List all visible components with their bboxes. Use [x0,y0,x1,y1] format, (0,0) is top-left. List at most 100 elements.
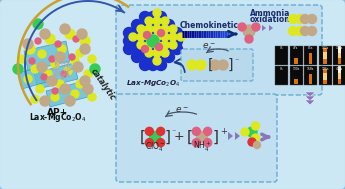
Circle shape [84,70,92,78]
Bar [337,46,342,64]
Polygon shape [24,41,70,71]
Circle shape [35,38,41,44]
Polygon shape [305,100,315,105]
Text: ]: ] [213,129,219,145]
Circle shape [33,19,43,29]
Circle shape [73,36,79,42]
Circle shape [156,60,167,70]
Circle shape [65,96,75,106]
Polygon shape [235,132,240,140]
Circle shape [83,84,93,94]
Circle shape [153,9,161,17]
Circle shape [164,43,175,54]
Circle shape [247,127,257,137]
Text: Lax-MgCo$_2$O$_4$: Lax-MgCo$_2$O$_4$ [29,111,87,124]
Circle shape [31,65,39,73]
Text: 85s: 85s [308,46,313,50]
Circle shape [40,29,50,39]
Text: 158s: 158s [307,67,314,70]
Circle shape [149,132,160,143]
Circle shape [139,51,150,63]
Polygon shape [46,81,88,107]
Text: 196s: 196s [321,67,329,70]
Circle shape [71,57,79,65]
FancyBboxPatch shape [116,94,277,182]
Circle shape [45,34,55,44]
Circle shape [307,15,316,23]
Circle shape [148,60,158,70]
Circle shape [153,25,161,33]
Text: ClO$_4^-$: ClO$_4^-$ [145,140,165,154]
Bar [338,66,341,73]
Circle shape [156,51,167,63]
Circle shape [147,35,159,47]
Circle shape [71,90,79,98]
Circle shape [80,76,90,86]
Text: 130s: 130s [292,67,300,70]
Circle shape [80,36,90,46]
Bar [323,73,327,80]
Circle shape [148,51,158,63]
Circle shape [137,33,145,41]
Circle shape [145,127,153,135]
Polygon shape [269,25,273,31]
Circle shape [29,58,35,64]
Circle shape [131,28,142,39]
Circle shape [252,122,259,130]
Circle shape [300,15,309,23]
Circle shape [69,54,75,60]
Circle shape [37,62,47,72]
Text: 0s: 0s [280,67,283,70]
Circle shape [252,23,260,31]
Bar [318,66,332,85]
Polygon shape [228,132,233,140]
Circle shape [31,95,39,103]
Circle shape [139,36,150,46]
Circle shape [64,67,72,75]
Circle shape [169,41,177,49]
Text: $e^-$: $e^-$ [175,105,189,115]
Circle shape [13,64,23,74]
Circle shape [55,52,65,62]
FancyBboxPatch shape [116,5,322,95]
Polygon shape [34,63,78,89]
Text: NH$_4^+$: NH$_4^+$ [193,140,211,154]
Circle shape [36,85,44,93]
Circle shape [164,28,175,39]
Text: ]: ] [228,58,234,72]
Circle shape [131,19,142,30]
Circle shape [90,64,100,74]
Circle shape [204,127,211,135]
Circle shape [148,28,158,39]
Circle shape [243,25,255,37]
Circle shape [161,17,169,25]
Circle shape [157,127,165,135]
Circle shape [49,56,55,62]
Circle shape [307,26,316,36]
Circle shape [164,19,175,30]
Bar [304,46,317,64]
Circle shape [204,139,211,147]
Circle shape [156,12,167,22]
Circle shape [60,24,70,34]
Circle shape [51,60,59,68]
Circle shape [61,71,67,77]
Bar [275,46,288,64]
Circle shape [156,28,167,39]
Circle shape [124,43,135,54]
Circle shape [139,12,150,22]
Text: [: [ [187,129,193,145]
Text: [: [ [208,58,214,72]
Circle shape [145,33,153,41]
Circle shape [252,134,259,142]
Circle shape [52,88,58,94]
Circle shape [161,49,169,57]
Circle shape [51,93,59,101]
Circle shape [25,44,35,54]
Bar [275,66,288,85]
Circle shape [58,45,66,53]
Bar [294,79,298,84]
Circle shape [164,51,175,63]
Text: 0s: 0s [280,46,283,50]
Circle shape [156,43,167,54]
